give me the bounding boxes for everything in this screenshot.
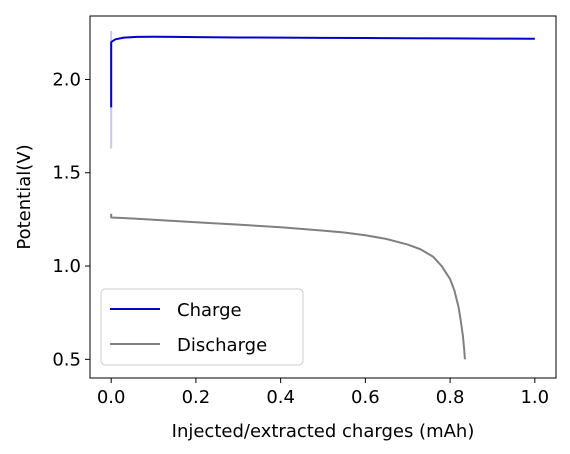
- series-line-discharge: [110, 213, 466, 360]
- x-tick-label: 0.4: [266, 387, 295, 408]
- x-tick-label: 0.6: [351, 387, 380, 408]
- x-tick-label: 0.2: [182, 387, 211, 408]
- legend-label-discharge: Discharge: [177, 335, 267, 356]
- y-tick-label: 2.0: [52, 69, 81, 90]
- y-axis-ticks: 0.5 1.0 1.5 2.0: [52, 69, 90, 370]
- series-line-charge: [110, 35, 535, 108]
- y-axis-label: Potential(V): [14, 144, 35, 249]
- legend: Charge Discharge: [100, 288, 304, 366]
- plot-lines: [110, 30, 535, 360]
- y-tick-label: 1.5: [52, 163, 81, 184]
- plot-frame: [89, 15, 557, 379]
- x-axis-ticks: 0.0 0.2 0.4 0.6 0.8 1.0: [97, 378, 549, 408]
- y-tick-label: 1.0: [52, 256, 81, 277]
- legend-label-charge: Charge: [177, 300, 242, 321]
- x-axis-label: Injected/extracted charges (mAh): [172, 421, 475, 442]
- x-tick-label: 0.8: [436, 387, 465, 408]
- y-tick-label: 0.5: [52, 349, 81, 370]
- x-tick-label: 1.0: [520, 387, 549, 408]
- x-tick-label: 0.0: [97, 387, 126, 408]
